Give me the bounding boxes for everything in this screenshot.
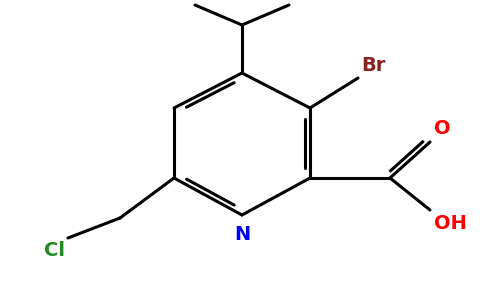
Text: F: F xyxy=(179,0,192,2)
Text: OH: OH xyxy=(434,214,467,233)
Text: O: O xyxy=(434,119,451,138)
Text: Cl: Cl xyxy=(44,241,65,260)
Text: F: F xyxy=(292,0,305,2)
Text: Br: Br xyxy=(361,56,385,75)
Text: N: N xyxy=(234,225,250,244)
